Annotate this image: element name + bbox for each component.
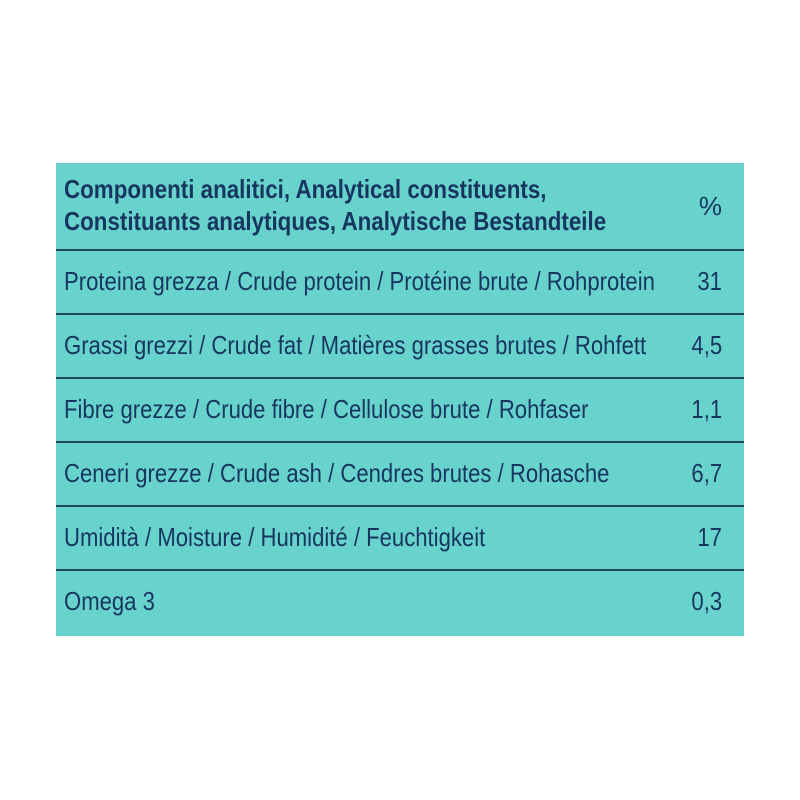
header-unit: % <box>698 191 722 221</box>
row-value: 31 <box>697 266 722 296</box>
table-row: Ceneri grezze / Crude ash / Cendres brut… <box>56 443 744 507</box>
header-line-2: Constituants analytiques, Analytische Be… <box>64 206 607 236</box>
row-label: Ceneri grezze / Crude ash / Cendres brut… <box>64 458 610 488</box>
row-value: 1,1 <box>691 394 722 424</box>
row-value: 6,7 <box>691 458 722 488</box>
table-header: Componenti analitici, Analytical constit… <box>56 163 744 251</box>
row-label: Proteina grezza / Crude protein / Protéi… <box>64 266 655 296</box>
row-label: Grassi grezzi / Crude fat / Matières gra… <box>64 330 647 360</box>
table-row: Omega 3 0,3 <box>56 571 744 635</box>
analytical-constituents-table: Componenti analitici, Analytical constit… <box>56 163 744 636</box>
header-line-1: Componenti analitici, Analytical constit… <box>64 174 547 204</box>
row-label: Fibre grezze / Crude fibre / Cellulose b… <box>64 394 589 424</box>
table-row: Umidità / Moisture / Humidité / Feuchtig… <box>56 507 744 571</box>
row-value: 17 <box>697 522 722 552</box>
table-row: Fibre grezze / Crude fibre / Cellulose b… <box>56 379 744 443</box>
row-value: 4,5 <box>691 330 722 360</box>
row-label: Omega 3 <box>64 586 155 616</box>
table-row: Proteina grezza / Crude protein / Protéi… <box>56 251 744 315</box>
header-label: Componenti analitici, Analytical constit… <box>64 173 606 237</box>
table-row: Grassi grezzi / Crude fat / Matières gra… <box>56 315 744 379</box>
row-label: Umidità / Moisture / Humidité / Feuchtig… <box>64 522 486 552</box>
row-value: 0,3 <box>691 586 722 616</box>
